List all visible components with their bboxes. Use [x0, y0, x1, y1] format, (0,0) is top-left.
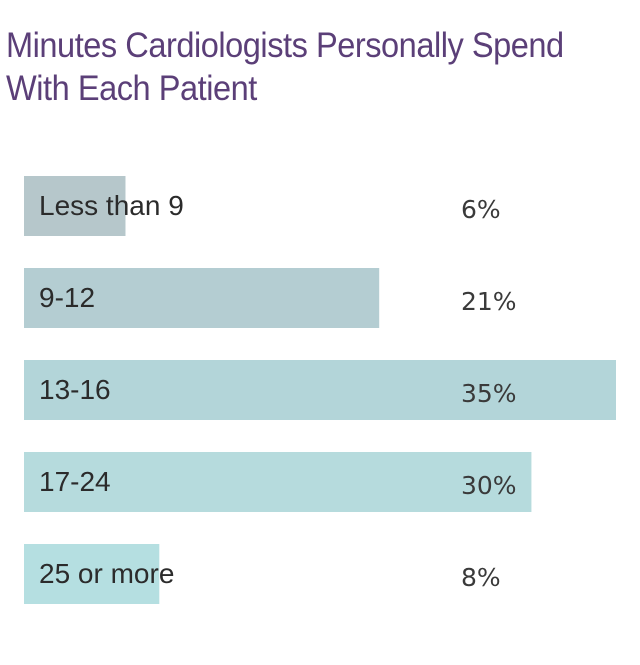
bar-2 [24, 268, 380, 328]
chart-title: Minutes Cardiologists Personally Spend W… [6, 26, 564, 108]
category-label-4: 17-24 [39, 466, 111, 497]
category-label-3: 13-16 [39, 374, 111, 405]
category-label-2: 9-12 [39, 282, 95, 313]
category-label-1: Less than 9 [39, 190, 184, 221]
value-label-4: 30% [461, 471, 517, 500]
category-label-5: 25 or more [39, 558, 174, 589]
bar-5 [24, 544, 160, 604]
bar-1 [24, 176, 126, 236]
bars-layer: Less than 9 6% 9-12 21% 13-16 35% 17-24 30% 25 o… [24, 176, 616, 604]
value-label-3: 35% [461, 379, 517, 408]
value-label-2: 21% [461, 287, 517, 316]
value-label-5: 8% [461, 563, 501, 592]
bar-4 [24, 452, 532, 512]
value-label-1: 6% [461, 195, 501, 224]
bar-3 [24, 360, 616, 420]
